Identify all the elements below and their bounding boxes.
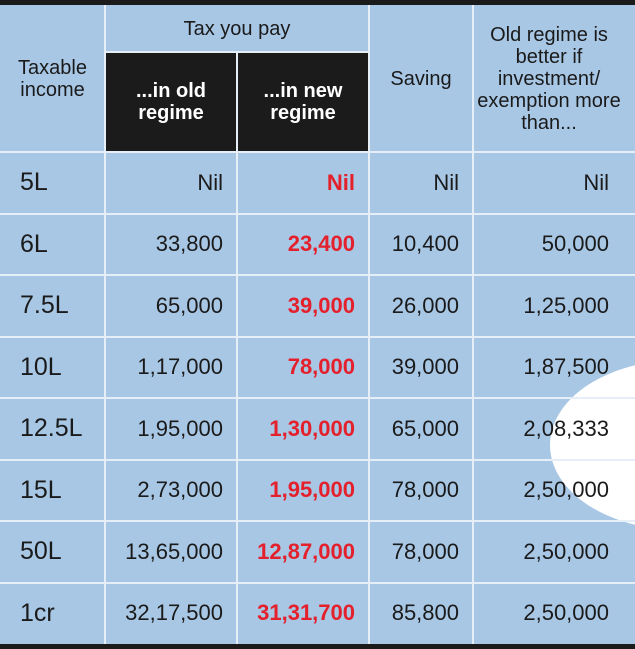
value-cell: 78,000 (287, 354, 355, 380)
row-line (0, 151, 635, 153)
value-cell: 50,000 (541, 231, 609, 257)
col-line (236, 52, 238, 644)
income-cell: 15L (20, 475, 62, 504)
value-cell: 78,000 (391, 477, 459, 503)
value-cell: 2,08,333 (523, 415, 609, 441)
value-cell: 1,25,000 (523, 292, 609, 318)
income-cell: 12.5L (20, 414, 83, 443)
row-line (0, 212, 635, 215)
row-line (0, 397, 635, 399)
value-cell: 39,000 (391, 354, 459, 380)
row-line (0, 520, 635, 522)
row-line (0, 458, 635, 461)
header-income: Taxable income (18, 56, 87, 101)
header-tax: Tax you pay (183, 17, 291, 40)
value-cell: 10,400 (391, 231, 459, 257)
header-split (105, 51, 369, 53)
value-cell: 23,400 (287, 231, 355, 257)
white-blob (550, 365, 635, 525)
value-cell: 32,17,500 (125, 600, 223, 626)
bottom-bar (0, 644, 635, 649)
value-cell: 1,95,000 (269, 477, 355, 503)
value-cell: 1,87,500 (523, 354, 609, 380)
value-cell: 65,000 (391, 415, 459, 441)
col-line (368, 5, 370, 644)
income-cell: 50L (20, 537, 62, 566)
value-cell: 78,000 (391, 538, 459, 564)
top-bar (0, 0, 635, 5)
row-line (0, 581, 635, 584)
value-cell: 2,50,000 (523, 538, 609, 564)
value-cell: 39,000 (287, 292, 355, 318)
value-cell: 1,17,000 (137, 354, 223, 380)
value-cell: 2,73,000 (137, 477, 223, 503)
row-line (0, 335, 635, 338)
value-cell: 33,800 (155, 231, 223, 257)
value-cell: 13,65,000 (125, 538, 223, 564)
income-cell: 5L (20, 168, 48, 197)
income-cell: 1cr (20, 598, 55, 627)
header-old: ...in old regime (106, 52, 236, 152)
row-line (0, 274, 635, 276)
header-new: ...in new regime (238, 52, 368, 152)
income-cell: 10L (20, 352, 62, 381)
value-cell: 26,000 (391, 292, 459, 318)
income-cell: 7.5L (20, 291, 69, 320)
value-cell: 2,50,000 (523, 600, 609, 626)
value-cell: Nil (583, 169, 609, 195)
value-cell: 12,87,000 (257, 538, 355, 564)
value-cell: 65,000 (155, 292, 223, 318)
col-line (472, 5, 474, 644)
value-cell: 85,800 (391, 600, 459, 626)
value-cell: Nil (197, 169, 223, 195)
value-cell: 31,31,700 (257, 600, 355, 626)
value-cell: Nil (433, 169, 459, 195)
value-cell: 2,50,000 (523, 477, 609, 503)
income-cell: 6L (20, 229, 48, 258)
header-better-if: Old regime is better if investment/ exem… (477, 23, 621, 134)
header-saving: Saving (390, 67, 452, 90)
col-line (104, 5, 106, 644)
value-cell: 1,30,000 (269, 415, 355, 441)
value-cell: 1,95,000 (137, 415, 223, 441)
value-cell: Nil (326, 169, 355, 195)
